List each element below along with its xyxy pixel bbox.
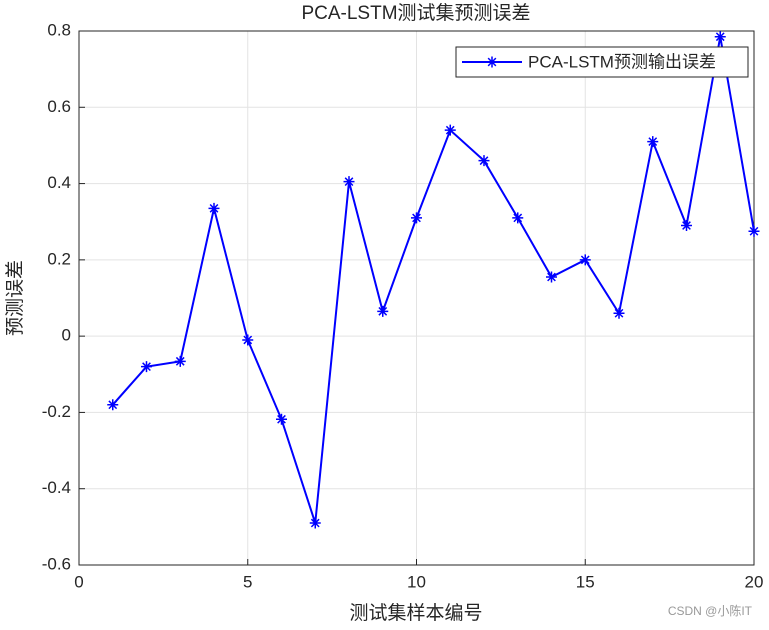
chart-title: PCA-LSTM测试集预测误差 — [301, 2, 530, 24]
marker — [343, 176, 355, 188]
marker — [141, 361, 152, 373]
marker — [208, 202, 220, 214]
watermark: CSDN @小陈IT — [668, 603, 753, 618]
marker — [377, 305, 389, 317]
y-tick-label: 0.6 — [47, 97, 71, 116]
marker — [242, 334, 254, 346]
y-tick-label: -0.2 — [42, 402, 71, 421]
marker — [174, 355, 186, 367]
marker — [411, 212, 422, 224]
marker — [681, 220, 692, 232]
y-tick-label: -0.4 — [42, 478, 71, 497]
marker — [276, 413, 287, 425]
x-axis-label: 测试集样本编号 — [349, 602, 482, 624]
marker — [512, 212, 524, 224]
marker — [647, 136, 659, 148]
axes-box — [78, 30, 755, 566]
marker — [478, 155, 490, 167]
x-tick-label: 5 — [243, 572, 252, 591]
x-tick-label: 10 — [407, 572, 426, 591]
y-tick-label: 0.2 — [47, 249, 71, 268]
marker — [613, 307, 625, 319]
series-line — [112, 36, 755, 524]
y-tick-label: 0 — [62, 326, 71, 345]
y-tick-label: 0.8 — [47, 20, 71, 39]
legend-label: PCA-LSTM预测输出误差 — [528, 52, 716, 71]
marker — [714, 31, 726, 43]
x-tick-label: 0 — [74, 572, 83, 591]
marker — [444, 124, 456, 136]
marker — [107, 399, 119, 411]
x-tick-label: 20 — [745, 572, 764, 591]
y-tick-label: 0.4 — [47, 173, 71, 192]
marker — [309, 517, 321, 529]
y-axis-label: 预测误差 — [4, 260, 26, 336]
x-tick-label: 15 — [576, 572, 595, 591]
marker — [748, 225, 760, 237]
marker — [486, 56, 498, 68]
marker — [546, 271, 557, 283]
marker — [579, 254, 591, 266]
y-tick-label: -0.6 — [42, 554, 71, 573]
legend: PCA-LSTM预测输出误差 — [455, 46, 749, 78]
